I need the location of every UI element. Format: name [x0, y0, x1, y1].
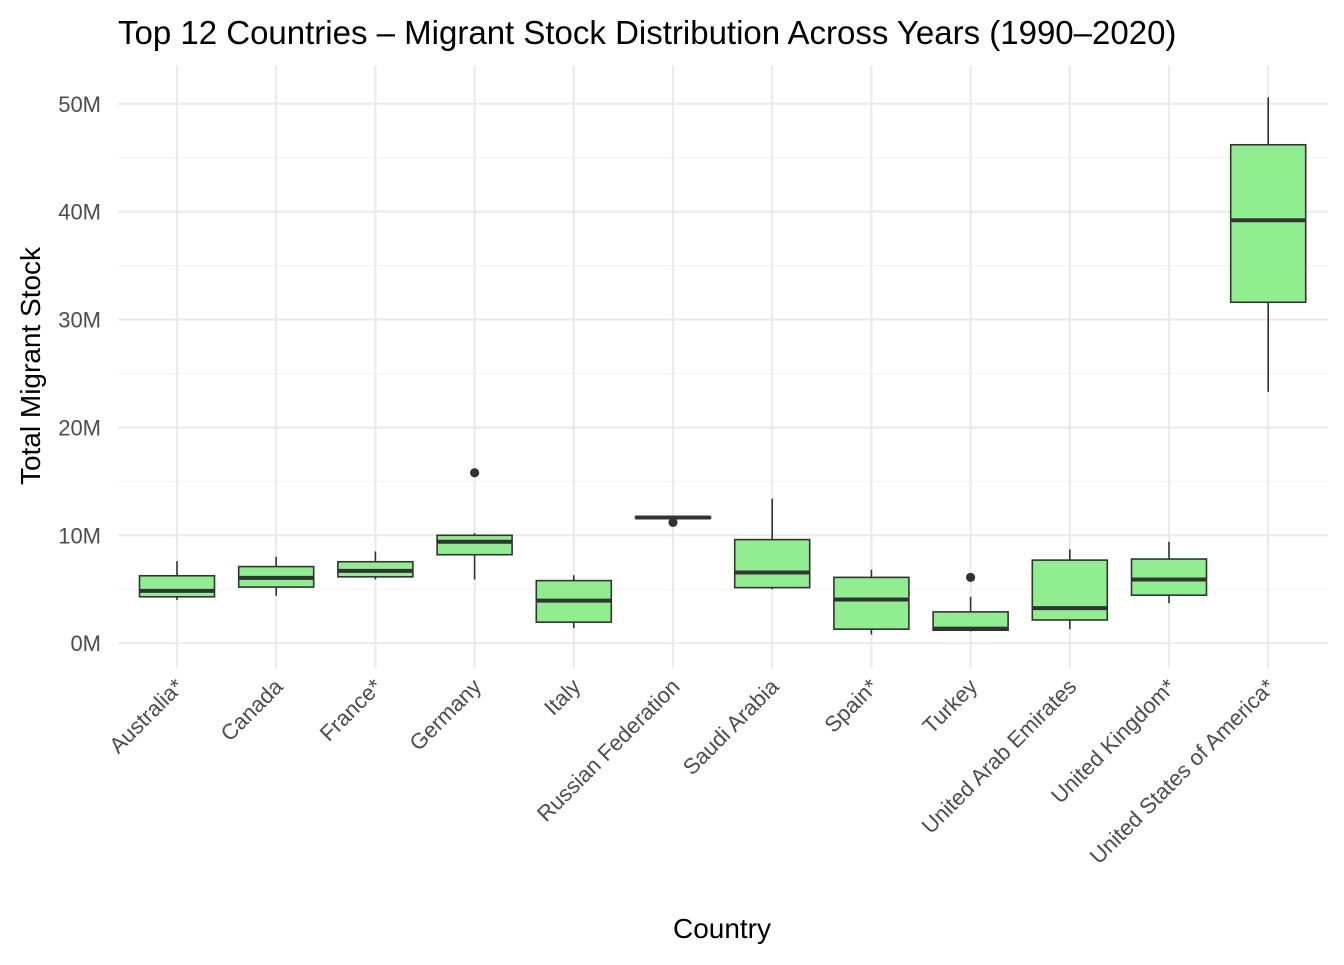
- outlier-point: [966, 572, 976, 582]
- box-7: [833, 569, 910, 635]
- box-2: [337, 551, 414, 580]
- box-body: [436, 534, 513, 556]
- y-axis-ticks: 0M 10M 20M 30M 40M 50M: [58, 92, 101, 656]
- y-tick-label: 10M: [58, 523, 101, 548]
- x-tick-label: Germany: [404, 674, 486, 756]
- box-10: [1130, 541, 1208, 604]
- outlier-point: [470, 468, 480, 478]
- x-tick-label: France*: [315, 674, 387, 746]
- box-5: [634, 515, 712, 527]
- x-tick-label: Australia*: [104, 674, 189, 759]
- chart-title: Top 12 Countries – Migrant Stock Distrib…: [118, 14, 1176, 51]
- x-tick-label: Spain*: [819, 674, 883, 738]
- y-tick-label: 50M: [58, 92, 101, 117]
- box-3: [436, 468, 513, 580]
- box-6: [733, 498, 811, 590]
- box-4: [535, 575, 613, 629]
- box-body: [138, 574, 216, 598]
- box-body: [1031, 559, 1109, 621]
- x-tick-label: United States of America*: [1085, 674, 1280, 869]
- x-tick-label: Saudi Arabia: [678, 673, 784, 779]
- box-11: [1229, 97, 1307, 392]
- y-tick-label: 40M: [58, 200, 101, 225]
- box-9: [1031, 549, 1109, 630]
- outlier-point: [668, 517, 678, 527]
- box-1: [237, 556, 315, 596]
- y-tick-label: 30M: [58, 308, 101, 333]
- x-axis-ticks: Australia* Canada France* Germany ItalyRussi…: [104, 673, 1280, 868]
- x-tick-label: Turkey: [917, 674, 982, 739]
- y-tick-label: 0M: [70, 631, 101, 656]
- box-body: [1229, 143, 1307, 304]
- box-0: [138, 561, 216, 601]
- box-body: [833, 576, 910, 630]
- y-tick-label: 20M: [58, 415, 101, 440]
- box-body: [1130, 558, 1208, 596]
- boxes: [138, 97, 1307, 635]
- box-body: [733, 538, 811, 589]
- x-axis-title: Country: [673, 913, 771, 944]
- x-tick-label: Italy: [539, 674, 585, 720]
- y-axis-title: Total Migrant Stock: [15, 246, 46, 485]
- x-tick-label: Canada: [216, 673, 289, 746]
- box-8: [932, 572, 1009, 632]
